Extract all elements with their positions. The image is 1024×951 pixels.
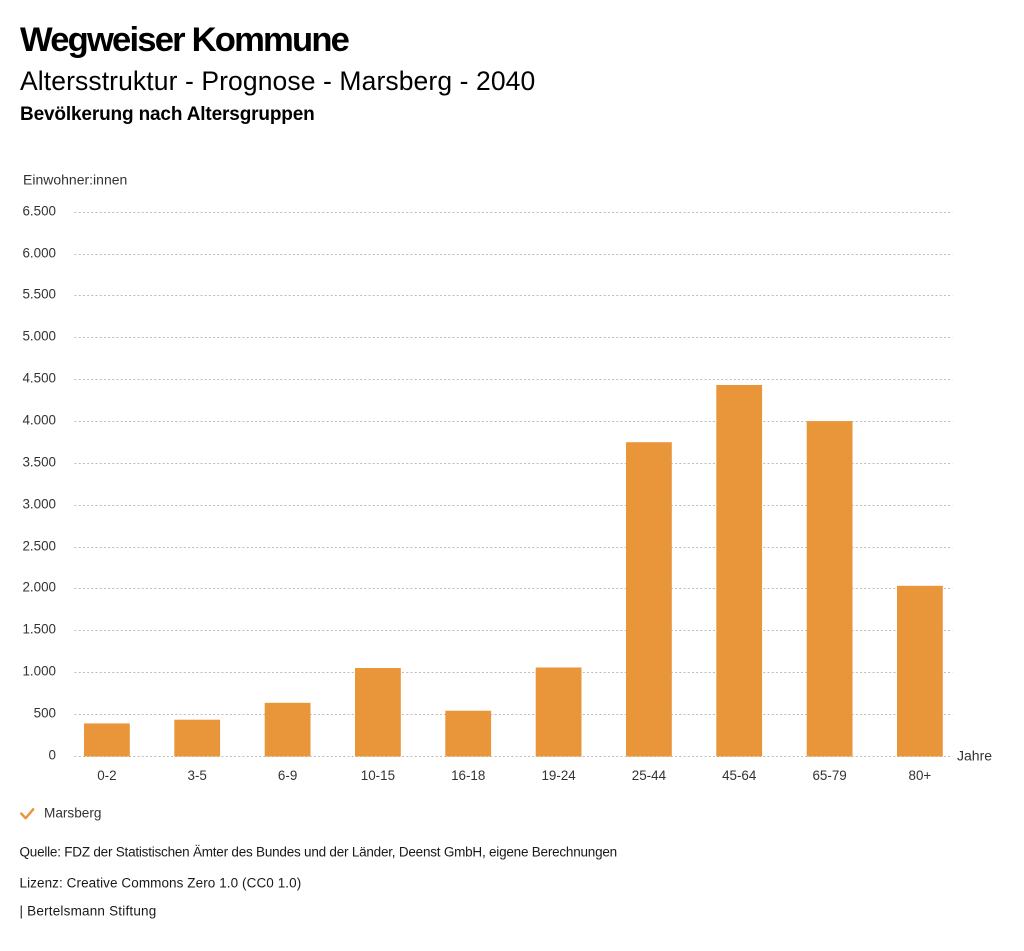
svg-text:| Bertelsmann Stiftung: | Bertelsmann Stiftung xyxy=(20,904,157,919)
svg-text:3.500: 3.500 xyxy=(22,454,56,469)
svg-text:2.500: 2.500 xyxy=(22,538,56,553)
svg-text:16-18: 16-18 xyxy=(451,768,485,783)
svg-text:Altersstruktur - Prognose - Ma: Altersstruktur - Prognose - Marsberg - 2… xyxy=(20,66,535,96)
svg-text:6.000: 6.000 xyxy=(22,245,56,260)
svg-text:25-44: 25-44 xyxy=(632,768,667,783)
svg-text:Wegweiser Kommune: Wegweiser Kommune xyxy=(20,21,350,59)
svg-text:Jahre: Jahre xyxy=(957,748,992,764)
svg-text:Einwohner:innen: Einwohner:innen xyxy=(23,172,127,188)
svg-text:6.500: 6.500 xyxy=(22,203,56,218)
svg-text:1.500: 1.500 xyxy=(22,621,56,636)
svg-text:5.000: 5.000 xyxy=(22,328,56,343)
svg-text:Quelle: FDZ der Statistischen: Quelle: FDZ der Statistischen Ämter des … xyxy=(20,845,617,860)
svg-text:Lizenz: Creative Commons Zero: Lizenz: Creative Commons Zero 1.0 (CC0 1… xyxy=(20,876,302,891)
svg-text:65-79: 65-79 xyxy=(812,768,846,783)
svg-text:19-24: 19-24 xyxy=(541,768,576,783)
svg-text:4.500: 4.500 xyxy=(22,370,56,385)
svg-text:6-9: 6-9 xyxy=(278,768,297,783)
svg-text:5.500: 5.500 xyxy=(22,286,56,301)
svg-text:1.000: 1.000 xyxy=(22,663,56,678)
svg-text:Bevölkerung nach Altersgruppen: Bevölkerung nach Altersgruppen xyxy=(20,104,315,125)
svg-text:4.000: 4.000 xyxy=(22,412,56,427)
svg-text:Marsberg: Marsberg xyxy=(44,805,101,820)
svg-text:45-64: 45-64 xyxy=(722,768,757,783)
svg-text:2.000: 2.000 xyxy=(22,579,56,594)
svg-text:3-5: 3-5 xyxy=(188,768,207,783)
svg-text:0: 0 xyxy=(49,747,56,762)
svg-text:10-15: 10-15 xyxy=(361,768,395,783)
svg-text:500: 500 xyxy=(34,705,56,720)
svg-text:0-2: 0-2 xyxy=(97,768,116,783)
svg-text:80+: 80+ xyxy=(909,768,932,783)
svg-text:3.000: 3.000 xyxy=(22,496,56,511)
